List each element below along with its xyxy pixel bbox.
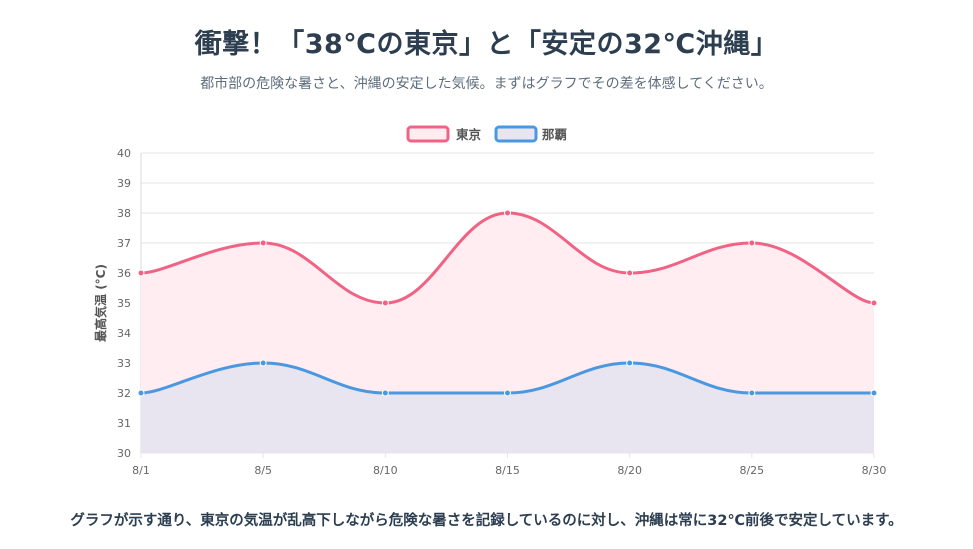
legend-label-naha[interactable]: 那覇 bbox=[542, 127, 568, 142]
x-axis-ticks: 8/1 8/5 8/10 8/15 8/20 8/25 8/30 bbox=[132, 464, 886, 477]
y-tick-label: 39 bbox=[117, 177, 131, 190]
data-point-tokyo bbox=[626, 269, 634, 277]
x-tick-label: 8/10 bbox=[373, 464, 398, 477]
y-axis-title: 最高気温 (°C) bbox=[93, 264, 108, 342]
y-tick-label: 31 bbox=[117, 417, 131, 430]
x-tick-label: 8/20 bbox=[617, 464, 642, 477]
x-tick-label: 8/30 bbox=[862, 464, 887, 477]
series-area-naha bbox=[141, 363, 874, 453]
chart-points bbox=[137, 209, 878, 397]
data-point-tokyo bbox=[504, 209, 511, 217]
y-tick-label: 38 bbox=[117, 207, 131, 220]
data-point-tokyo bbox=[748, 239, 756, 247]
y-tick-label: 32 bbox=[117, 387, 131, 400]
y-tick-label: 35 bbox=[117, 297, 131, 310]
legend-label-tokyo[interactable]: 東京 bbox=[456, 127, 482, 142]
x-tick-label: 8/1 bbox=[132, 464, 150, 477]
x-tick-label: 8/15 bbox=[495, 464, 520, 477]
legend-swatch-tokyo[interactable] bbox=[406, 125, 450, 143]
data-point-tokyo bbox=[381, 299, 389, 307]
data-point-naha bbox=[626, 359, 634, 367]
data-point-naha bbox=[504, 389, 511, 397]
data-point-naha bbox=[381, 389, 389, 397]
y-tick-label: 33 bbox=[117, 357, 131, 370]
x-tick-label: 8/5 bbox=[254, 464, 272, 477]
y-tick-label: 40 bbox=[117, 147, 131, 160]
chart-legend[interactable]: 東京 那覇 bbox=[406, 125, 568, 143]
data-point-naha bbox=[748, 389, 756, 397]
data-point-tokyo bbox=[259, 239, 267, 247]
data-point-naha bbox=[137, 389, 145, 397]
y-axis-ticks: 30 31 32 33 34 35 36 37 38 39 40 bbox=[117, 147, 131, 460]
chart-areas bbox=[141, 213, 874, 453]
page-subtitle: 都市部の危険な暑さと、沖縄の安定した気候。まずはグラフでその差を体感してください… bbox=[200, 76, 773, 92]
data-point-tokyo bbox=[137, 269, 145, 277]
data-point-naha bbox=[870, 389, 878, 397]
y-tick-label: 34 bbox=[117, 327, 131, 340]
y-tick-label: 30 bbox=[117, 447, 131, 460]
legend-swatch-naha[interactable] bbox=[494, 125, 538, 143]
x-tick-label: 8/25 bbox=[739, 464, 764, 477]
data-point-naha bbox=[259, 359, 267, 367]
y-tick-label: 37 bbox=[117, 237, 131, 250]
y-tick-label: 36 bbox=[117, 267, 131, 280]
footer-note: グラフが示す通り、東京の気温が乱高下しながら危険な暑さを記録しているのに対し、沖… bbox=[70, 513, 903, 529]
data-point-tokyo bbox=[870, 299, 878, 307]
page-title: 衝撃！「38℃の東京」と「安定の32℃沖縄」 bbox=[194, 29, 779, 60]
